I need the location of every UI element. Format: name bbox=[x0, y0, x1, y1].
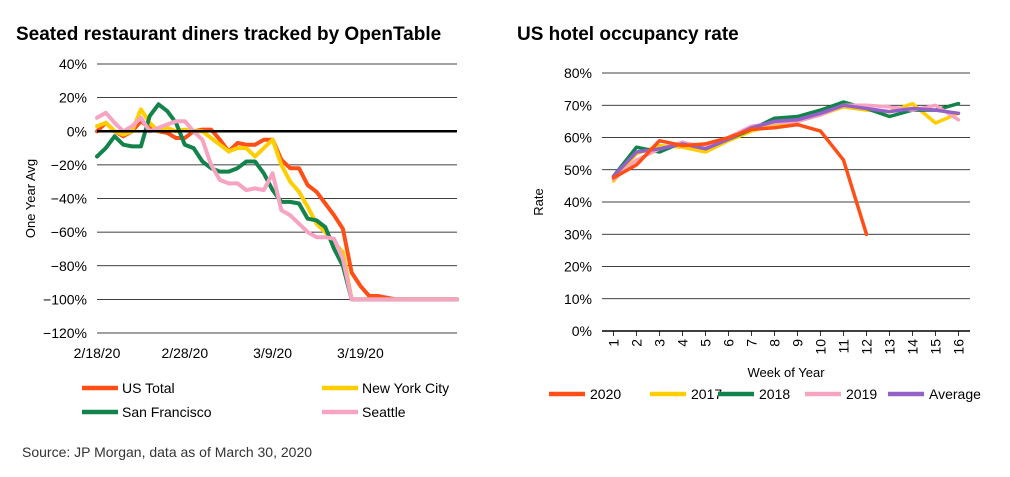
y-tick-label: −120% bbox=[43, 325, 87, 341]
x-tick-label: 9 bbox=[790, 339, 806, 347]
y-tick-label: 20% bbox=[564, 259, 592, 275]
y-tick-label: −100% bbox=[43, 291, 87, 307]
x-tick-label: 7 bbox=[744, 339, 760, 347]
x-tick-label: 11 bbox=[836, 339, 852, 354]
x-tick-label: 6 bbox=[721, 339, 737, 347]
series-line-seattle bbox=[95, 110, 459, 302]
y-tick-label: 80% bbox=[564, 65, 592, 81]
y-axis-label: Rate bbox=[531, 188, 546, 215]
series-line-new-york-city bbox=[95, 107, 459, 302]
chart-1-title: Seated restaurant diners tracked by Open… bbox=[16, 24, 442, 45]
y-tick-label: 70% bbox=[564, 97, 592, 113]
x-tick-label: 2/28/20 bbox=[161, 345, 208, 361]
x-tick-label: 5 bbox=[698, 339, 714, 347]
series-line-2018 bbox=[611, 100, 961, 178]
legend-label-seattle: Seattle bbox=[362, 404, 406, 420]
x-tick-label: 10 bbox=[813, 339, 829, 355]
x-tick-label: 3/9/20 bbox=[253, 345, 292, 361]
y-tick-label: 40% bbox=[564, 194, 592, 210]
x-tick-label: 1 bbox=[606, 339, 622, 347]
legend-label-2019: 2019 bbox=[846, 386, 877, 402]
y-tick-label: −20% bbox=[51, 157, 87, 173]
y-tick-label: 20% bbox=[59, 90, 87, 106]
x-tick-label: 12 bbox=[859, 339, 875, 355]
y-tick-label: −40% bbox=[51, 191, 87, 207]
y-tick-label: 10% bbox=[564, 291, 592, 307]
x-tick-label: 15 bbox=[928, 339, 944, 355]
y-tick-label: 50% bbox=[564, 162, 592, 178]
x-tick-label: 14 bbox=[905, 339, 921, 355]
opentable-diners-chart: 40% 20% 0% −20% −40% −60% −80% −100% −120% 2/18/2… bbox=[23, 56, 459, 420]
x-tick-label: 4 bbox=[675, 339, 691, 347]
x-tick-label: 3 bbox=[652, 339, 668, 347]
legend-label-2018: 2018 bbox=[759, 386, 790, 402]
x-tick-label: 3/19/20 bbox=[337, 345, 384, 361]
chart-2-title: US hotel occupancy rate bbox=[517, 24, 739, 45]
x-tick-label: 16 bbox=[951, 339, 967, 355]
legend-label-new-york-city: New York City bbox=[362, 380, 449, 396]
x-tick-label: 2 bbox=[629, 339, 645, 347]
legend-label-us-total: US Total bbox=[122, 380, 175, 396]
y-tick-label: 30% bbox=[564, 226, 592, 242]
legend-label-san-francisco: San Francisco bbox=[122, 404, 212, 420]
y-tick-label: 0% bbox=[67, 123, 87, 139]
y-axis-label: One Year Avg bbox=[23, 159, 38, 238]
y-tick-label: −80% bbox=[51, 258, 87, 274]
x-tick-label: 2/18/20 bbox=[74, 345, 121, 361]
series-line-average bbox=[611, 103, 961, 178]
x-tick-label: 13 bbox=[882, 339, 898, 355]
series-line-san-francisco bbox=[95, 102, 459, 302]
y-tick-label: 40% bbox=[59, 56, 87, 72]
x-axis-label: Week of Year bbox=[747, 365, 825, 380]
legend-label-2017: 2017 bbox=[691, 386, 722, 402]
source-note: Source: JP Morgan, data as of March 30, … bbox=[22, 444, 313, 460]
y-tick-label: 0% bbox=[572, 323, 592, 339]
legend-label-2020: 2020 bbox=[590, 386, 621, 402]
y-tick-label: −60% bbox=[51, 224, 87, 240]
hotel-occupancy-chart: 80%70%60%50%40%30%20%10%0%1 2 3 4 5 6 7 8 9 10 11 1… bbox=[531, 65, 981, 402]
y-tick-label: 60% bbox=[564, 130, 592, 146]
legend-label-average: Average bbox=[929, 386, 981, 402]
x-tick-label: 8 bbox=[767, 339, 783, 347]
series-line-2020 bbox=[611, 122, 869, 237]
